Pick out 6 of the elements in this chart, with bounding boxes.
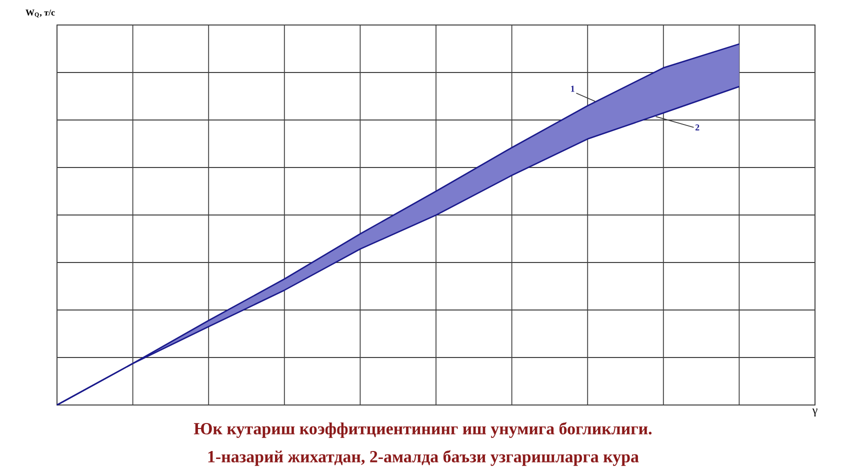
text: 1-назарий жихатдан, 2-амалда баъзи узгаришларга кура xyxy=(208,450,639,466)
text: 1 xyxy=(571,86,574,92)
text: 2 xyxy=(695,124,700,130)
y-axis-title: W$_{Q}$, т/с xyxy=(26,10,55,18)
x-axis-title: γ xyxy=(812,408,818,417)
text: Юк кутариш коэффитциентининг иш унумига богликлиги. xyxy=(194,422,652,438)
